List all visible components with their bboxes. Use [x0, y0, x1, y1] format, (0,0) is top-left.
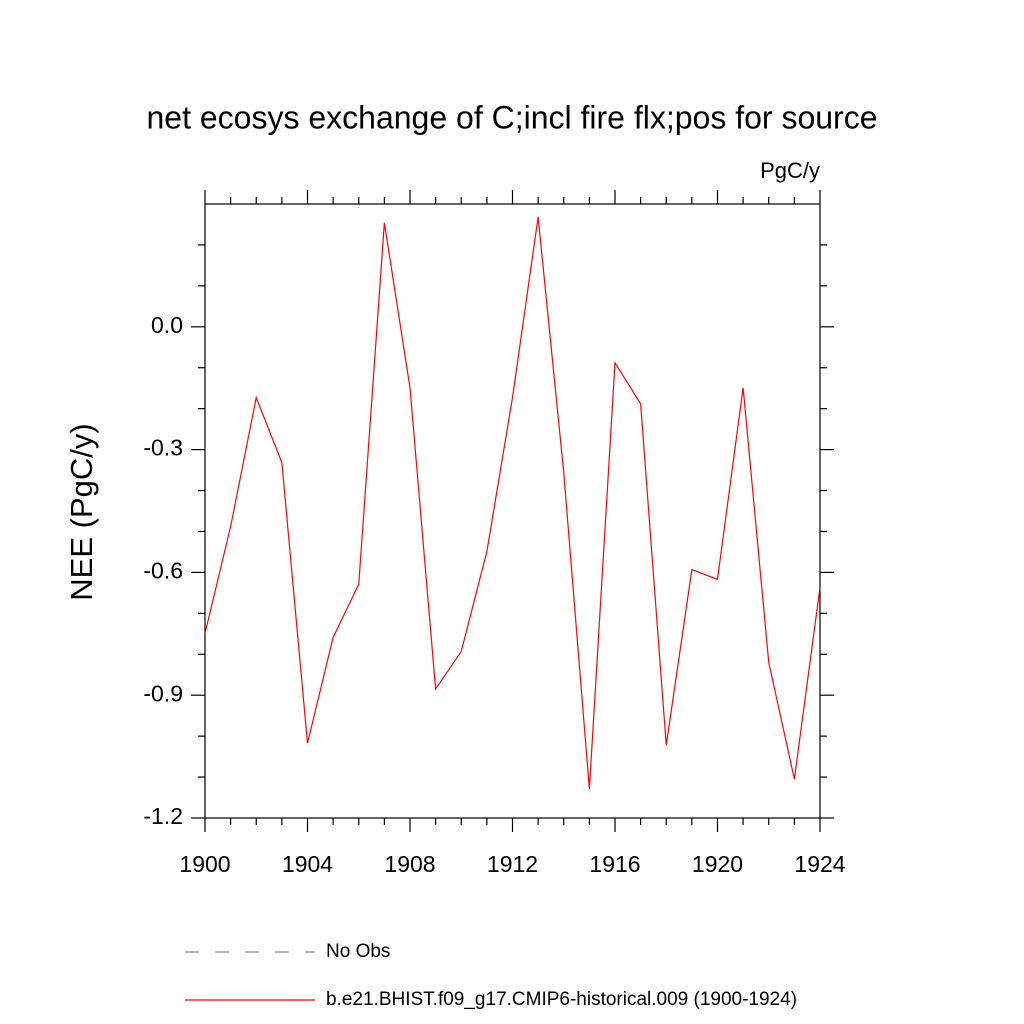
y-tick-label: -0.9 [143, 680, 183, 706]
x-tick-label: 1912 [487, 851, 538, 877]
y-tick-label: 0.0 [151, 312, 183, 338]
chart-title: net ecosys exchange of C;incl fire flx;p… [146, 99, 877, 135]
x-tick-label: 1904 [282, 851, 333, 877]
x-tick-label: 1916 [589, 851, 640, 877]
x-tick-label: 1908 [384, 851, 435, 877]
legend-label: b.e21.BHIST.f09_g17.CMIP6-historical.009… [326, 989, 797, 1010]
x-tick-label: 1920 [692, 851, 743, 877]
x-tick-label: 1924 [794, 851, 845, 877]
units-label: PgC/y [760, 158, 820, 183]
x-tick-label: 1900 [179, 851, 230, 877]
y-tick-label: -1.2 [143, 803, 183, 829]
y-tick-label: -0.3 [143, 435, 183, 461]
y-tick-label: -0.6 [143, 557, 183, 583]
legend-label: No Obs [326, 941, 390, 962]
data-line [204, 217, 821, 789]
y-axis-label: NEE (PgC/y) [64, 423, 99, 600]
